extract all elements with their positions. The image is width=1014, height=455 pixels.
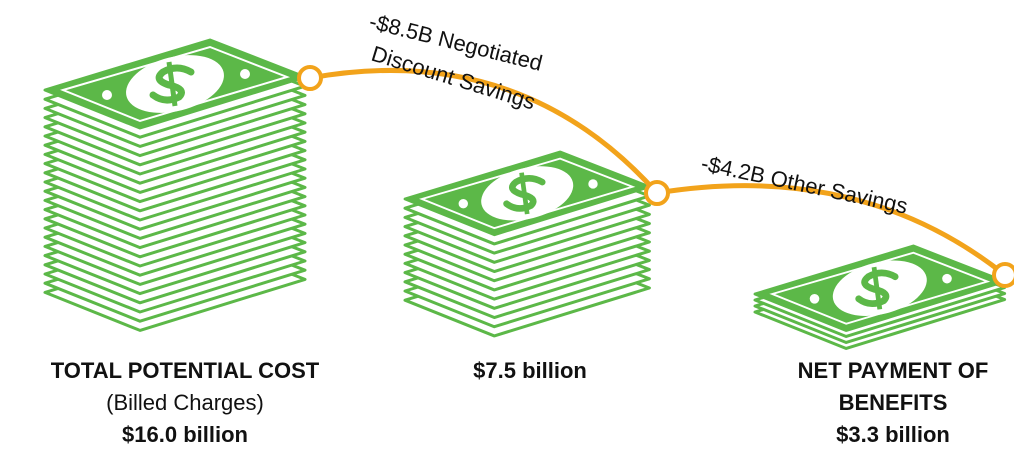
bill-dot — [588, 179, 598, 189]
bill-top — [43, 38, 307, 130]
bill-top — [403, 150, 651, 237]
stack-sublabel: (Billed Charges) — [106, 390, 264, 415]
bill-dot — [942, 273, 952, 284]
bill-dot — [240, 69, 250, 79]
bill-dot — [102, 90, 112, 100]
dollar-icon — [519, 172, 530, 215]
stack-amount: $16.0 billion — [122, 422, 248, 447]
dollar-icon — [871, 266, 883, 310]
bill-dot — [458, 199, 468, 209]
money-stacks — [43, 38, 1007, 350]
stack-amount: $7.5 billion — [473, 358, 587, 383]
node — [644, 180, 670, 206]
node — [992, 262, 1014, 288]
stack-label: BENEFITS — [839, 390, 948, 415]
stack-label: NET PAYMENT OF — [798, 358, 989, 383]
dollar-icon — [166, 61, 178, 107]
stack-label: TOTAL POTENTIAL COST — [51, 358, 320, 383]
node — [297, 65, 323, 91]
stack-amount: $3.3 billion — [836, 422, 950, 447]
bill-dot — [809, 294, 820, 304]
